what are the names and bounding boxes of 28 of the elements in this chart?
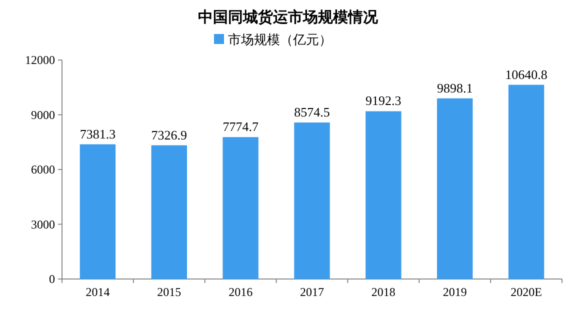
data-label: 10640.8 (505, 66, 548, 82)
bar (80, 144, 116, 279)
x-tick-label: 2017 (300, 285, 324, 299)
bar (294, 122, 330, 279)
x-tick-label: 2020E (510, 285, 542, 299)
bar (222, 137, 258, 279)
data-label: 8574.5 (294, 104, 330, 120)
data-label: 7774.7 (222, 119, 259, 134)
legend-label: 市场规模（亿元） (228, 32, 332, 47)
y-tick-label: 6000 (31, 162, 55, 176)
data-label: 7326.9 (151, 127, 188, 142)
x-tick-label: 2018 (371, 285, 396, 299)
data-label: 9898.1 (436, 80, 473, 96)
data-label: 9192.3 (366, 93, 402, 108)
x-tick-label: 2019 (442, 285, 467, 299)
bar (151, 145, 187, 279)
y-tick-label: 0 (49, 272, 55, 286)
x-tick-label: 2015 (157, 285, 182, 299)
y-tick-label: 12000 (25, 53, 55, 67)
data-label: 7381.3 (80, 126, 116, 142)
bar (366, 111, 402, 279)
x-tick-label: 2016 (228, 285, 253, 299)
bar (437, 98, 473, 279)
bar (508, 84, 544, 279)
x-tick-label: 2014 (86, 285, 110, 299)
y-tick-label: 3000 (31, 217, 55, 232)
chart-title: 中国同城货运市场规模情况 (198, 8, 379, 26)
y-tick-label: 9000 (31, 108, 55, 122)
